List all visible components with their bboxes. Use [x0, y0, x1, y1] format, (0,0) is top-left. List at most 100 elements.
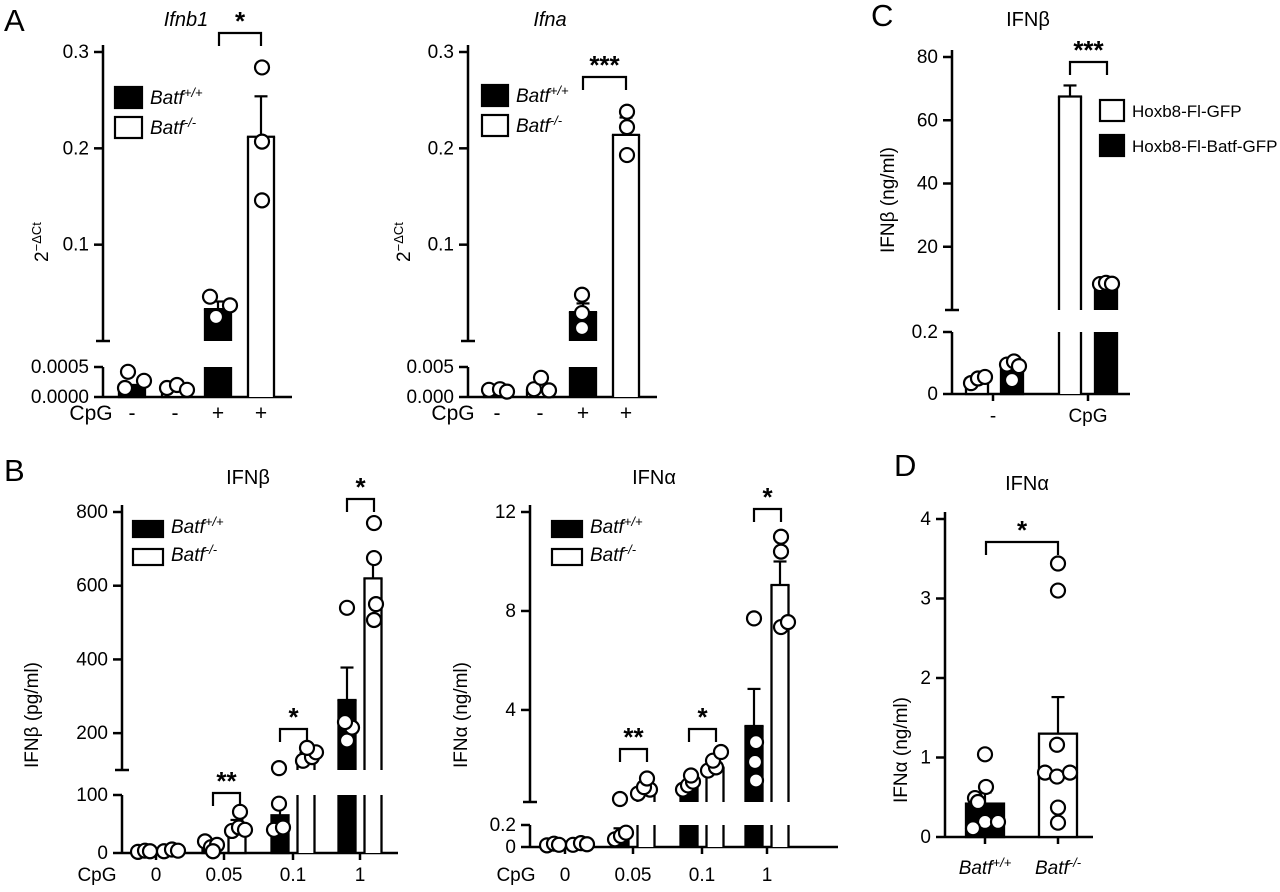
- y-tick-label: 100: [76, 785, 108, 806]
- legend-swatch-black: [550, 519, 584, 539]
- data-point: [365, 549, 383, 567]
- chart-title-a2: Ifna: [533, 9, 566, 31]
- data-point: [746, 753, 764, 771]
- x-group-label: 1: [355, 865, 366, 886]
- data-point: [747, 734, 765, 751]
- x-group-label: 0.1: [689, 865, 715, 886]
- legend-swatch-black: [1098, 133, 1126, 158]
- chart-title-b2: IFNα: [632, 467, 676, 489]
- significance-bracket: [687, 727, 718, 742]
- bar-rect-lower: [364, 795, 382, 853]
- data-point: [772, 528, 790, 545]
- legend-label: Batf-/-: [590, 542, 637, 566]
- legend-swatch-black: [480, 83, 510, 108]
- y-tick-label: 4: [920, 509, 931, 530]
- significance-bracket: [618, 747, 649, 762]
- y-axis-label-d: IFNα (ng/ml): [891, 697, 912, 803]
- y-tick-label: 0.2: [428, 138, 454, 159]
- bar-rect-upper: [248, 136, 274, 341]
- data-point: [253, 59, 271, 76]
- bar-rect-lower: [613, 367, 639, 397]
- legend-swatch-black: [113, 85, 144, 110]
- data-point: [573, 319, 591, 337]
- data-point: [270, 760, 288, 777]
- data-point: [367, 596, 385, 613]
- y-tick-label: 80: [917, 47, 938, 68]
- bar-rect-lower: [745, 825, 763, 847]
- y-axis-segment-1: 0.1 0.2 0.3: [428, 42, 475, 343]
- chart-title-b1: IFNβ: [226, 467, 270, 489]
- legend-a2: Batf+/+ Batf-/-: [480, 83, 569, 138]
- data-point: [772, 543, 790, 560]
- bar-rect-upper: [613, 134, 639, 341]
- y-tick-label: 2: [920, 668, 931, 689]
- bar-rect-lower: [205, 367, 231, 397]
- y-axis-label-b2: IFNα (ng/ml): [451, 662, 472, 768]
- y-tick-label: 1: [920, 748, 931, 769]
- y-tick-label: 4: [505, 700, 516, 721]
- y-tick-label: 600: [76, 576, 108, 597]
- significance-stars: *: [697, 702, 708, 732]
- significance-stars: *: [762, 482, 773, 512]
- legend-label: Batf-/-: [150, 115, 197, 139]
- data-point: [207, 308, 225, 326]
- data-point: [365, 611, 383, 629]
- y-tick-label: 0: [920, 827, 931, 848]
- bar-a2-3-white: [611, 116, 641, 397]
- y-tick-label: 0.1: [63, 235, 89, 256]
- y-tick-label: 400: [76, 649, 108, 670]
- y-axis-segment-0: 0 1 2 3 4: [920, 509, 947, 848]
- legend-swatch-black: [131, 519, 165, 539]
- chart-title-a1: Ifnb1: [164, 9, 208, 31]
- y-axis-segment-1: 4 8 12: [495, 502, 537, 804]
- y-axis-segment-0: 00.2: [490, 815, 532, 858]
- x-group-label: Batf+/+: [959, 855, 1012, 879]
- panel-b1: B IFNβ IFNβ (pg/ml) 0 100 200 400 600 800 0 0.05 0.…: [4, 453, 398, 886]
- x-group-label: +: [212, 402, 224, 425]
- significance-bracket: [211, 791, 242, 806]
- y-tick-label: 0.000: [406, 387, 454, 408]
- significance-bracket: [1068, 60, 1109, 75]
- y-tick-label: 40: [917, 174, 938, 195]
- significance-stars: *: [355, 472, 366, 502]
- significance-bracket: [984, 540, 1060, 555]
- data-point: [578, 836, 596, 853]
- data-point: [573, 286, 591, 303]
- y-tick-label: 0.3: [428, 42, 454, 63]
- data-point: [1048, 736, 1066, 753]
- y-tick-label: 0.2: [63, 138, 89, 159]
- y-tick-label: 0.0005: [31, 357, 89, 378]
- y-tick-label: 3: [920, 589, 931, 610]
- y-tick-label: 0.005: [406, 357, 454, 378]
- legend-swatch-white: [131, 547, 165, 567]
- data-point: [1003, 371, 1021, 389]
- legend-a1: Batf+/+ Batf-/-: [113, 85, 203, 140]
- y-tick-label: 0.0000: [31, 387, 89, 408]
- data-point: [618, 103, 636, 120]
- x-group-label: 1: [762, 865, 773, 886]
- data-point: [498, 383, 516, 400]
- data-point: [747, 772, 765, 789]
- panel-letter-a: A: [4, 3, 25, 38]
- legend-label: Batf+/+: [516, 83, 569, 107]
- data-point: [745, 610, 763, 627]
- y-tick-label: 0: [927, 384, 938, 405]
- x-group-label: -: [494, 402, 501, 425]
- data-point: [964, 820, 982, 837]
- y-axis-segment-0: 0.0000 0.0005: [31, 357, 105, 408]
- data-point: [116, 379, 134, 397]
- significance-bracket: [581, 75, 628, 90]
- y-axis-label-b1: IFNβ (pg/ml): [22, 662, 43, 768]
- y-axis-segment-0: 0.000 0.005: [406, 357, 470, 408]
- legend-label: Batf-/-: [516, 113, 563, 137]
- data-point: [1061, 764, 1079, 781]
- y-axis-segment-0: 0 100: [76, 785, 124, 864]
- bar-rect-lower: [637, 825, 655, 847]
- y-axis-segment-1: 20 40 60 80: [917, 47, 959, 312]
- data-point: [976, 368, 994, 386]
- data-point: [682, 767, 700, 784]
- chart-title-d: IFNα: [1005, 473, 1049, 495]
- data-point: [119, 363, 137, 380]
